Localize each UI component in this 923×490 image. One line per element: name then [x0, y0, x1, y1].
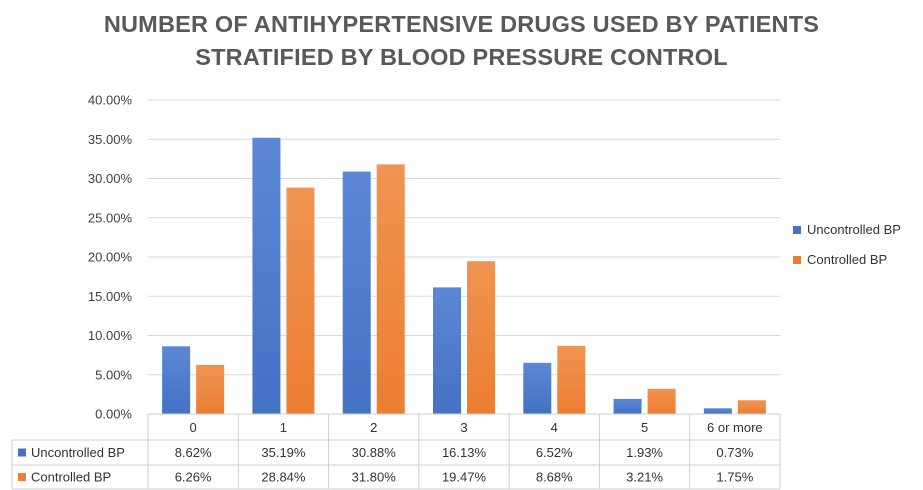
y-tick-label: 10.00% [88, 328, 133, 343]
bar-controlled-4 [557, 345, 586, 414]
bar-controlled-2 [376, 164, 405, 414]
y-tick-label: 30.00% [88, 171, 133, 186]
bar-controlled-3 [467, 261, 495, 414]
data-label: 6.26% [175, 470, 212, 485]
chart-title-line-2: STRATIFIED BY BLOOD PRESSURE CONTROL [195, 44, 728, 70]
table-swatch-controlled [18, 473, 26, 481]
bar-uncontrolled-6 [703, 408, 732, 414]
x-tick-label: 6 or more [707, 420, 763, 435]
x-tick-label: 2 [370, 420, 377, 435]
y-tick-label: 20.00% [88, 250, 133, 265]
data-label: 0.73% [716, 445, 753, 460]
table-row-label-uncontrolled: Uncontrolled BP [31, 445, 125, 460]
data-label: 1.75% [716, 470, 753, 485]
bar-controlled-1 [286, 187, 315, 414]
chart-title-line-1: NUMBER OF ANTIHYPERTENSIVE DRUGS USED BY… [103, 11, 820, 37]
bar-controlled-5 [647, 388, 676, 414]
legend-swatch-uncontrolled [793, 225, 801, 234]
data-label: 3.21% [626, 470, 663, 485]
y-tick-label: 40.00% [88, 93, 133, 108]
table-swatch-uncontrolled [18, 448, 26, 457]
chart-title: NUMBER OF ANTIHYPERTENSIVE DRUGS USED BY… [0, 8, 923, 74]
y-tick-label: 25.00% [88, 210, 133, 225]
data-label: 8.62% [175, 445, 212, 460]
x-tick-label: 4 [551, 420, 558, 435]
legend-item-controlled: Controlled BP [793, 252, 887, 267]
data-label: 28.84% [261, 470, 306, 485]
x-tick-label: 3 [460, 420, 467, 435]
data-label: 8.68% [536, 470, 573, 485]
bar-uncontrolled-1 [252, 137, 281, 415]
data-label: 16.13% [442, 445, 487, 460]
bar-uncontrolled-2 [342, 171, 371, 414]
legend-label-controlled: Controlled BP [807, 252, 888, 267]
data-label: 30.88% [352, 445, 397, 460]
data-label: 1.93% [626, 445, 663, 460]
bar-controlled-6 [737, 400, 766, 414]
data-label: 35.19% [261, 445, 306, 460]
y-tick-label: 35.00% [88, 132, 133, 147]
legend-item-uncontrolled: Uncontrolled BP [793, 222, 901, 237]
y-tick-label: 5.00% [95, 367, 132, 382]
y-tick-label: 15.00% [88, 289, 133, 304]
data-label: 6.52% [536, 445, 573, 460]
x-tick-label: 5 [641, 420, 648, 435]
bar-controlled-0 [196, 364, 225, 414]
x-tick-label: 0 [190, 420, 197, 435]
table-row-label-controlled: Controlled BP [31, 470, 111, 485]
bar-uncontrolled-0 [162, 346, 191, 414]
bar-uncontrolled-4 [523, 362, 552, 414]
bar-uncontrolled-3 [433, 287, 461, 414]
legend-swatch-controlled [793, 255, 801, 264]
data-label: 31.80% [352, 470, 397, 485]
y-tick-label: 0.00% [95, 407, 132, 422]
legend-label-uncontrolled: Uncontrolled BP [807, 222, 901, 237]
bar-uncontrolled-5 [613, 398, 642, 414]
data-label: 19.47% [442, 470, 487, 485]
x-tick-label: 1 [280, 420, 287, 435]
